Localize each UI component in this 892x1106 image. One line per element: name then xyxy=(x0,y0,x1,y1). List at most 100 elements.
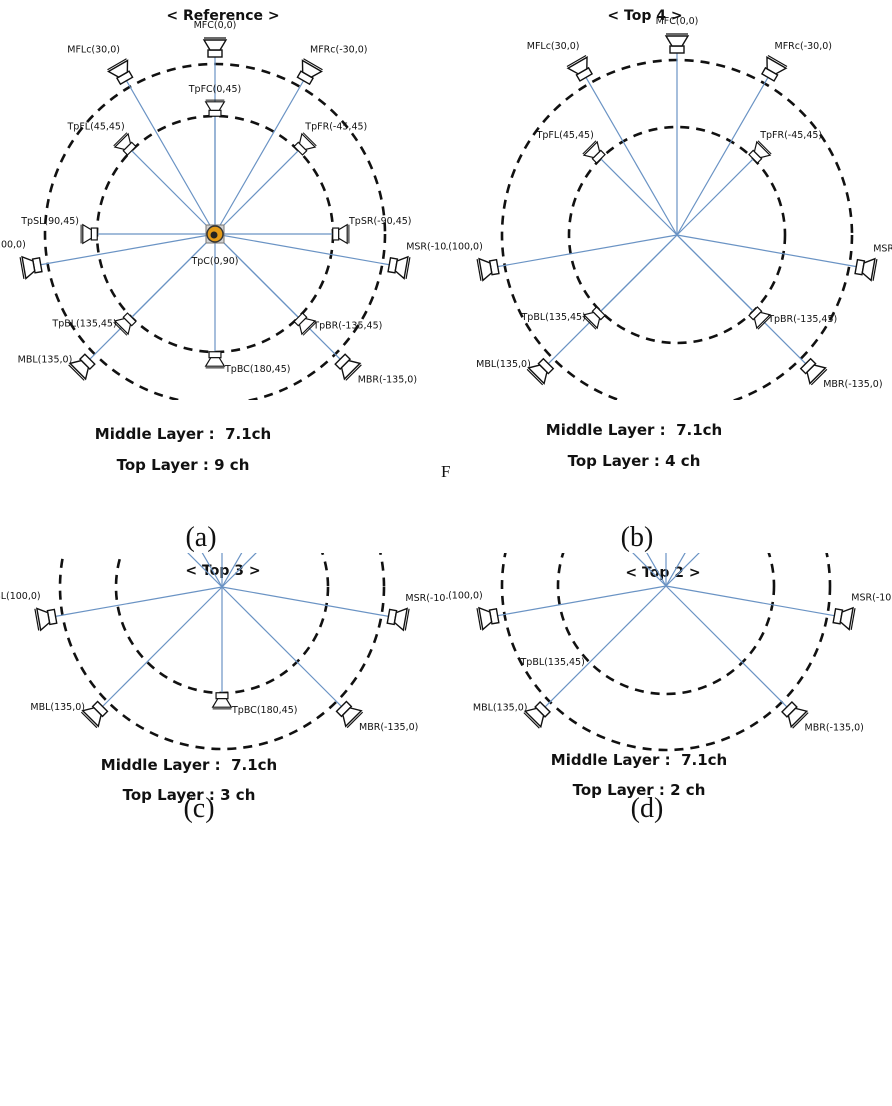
middle-speaker-line xyxy=(124,77,216,235)
middle-speaker-line xyxy=(99,586,223,710)
top-speaker-label: TpBL(135,45) xyxy=(51,318,116,329)
top-speaker-label: TpFL(45,45) xyxy=(536,130,594,141)
middle-speaker-label: MFLc(30,0) xyxy=(527,41,580,52)
middle-speaker-label: MSL(100,0) xyxy=(446,242,483,253)
middle-speaker-icon xyxy=(296,58,323,86)
top-speaker-line xyxy=(214,145,304,235)
middle-speaker-icon xyxy=(19,255,43,280)
speaker-layout-diagram: MFC(0,0)MFLc(30,0)MFRc(-30,0)MSL(100,0)M… xyxy=(0,553,446,751)
top-layer-ring xyxy=(567,125,787,345)
middle-layer-text: Middle Layer : 7.1ch xyxy=(545,421,723,439)
top-layer-ring xyxy=(556,553,776,696)
top-speaker-label: TpBL(135,45) xyxy=(521,312,586,323)
middle-speaker-icon xyxy=(387,255,411,280)
top-speaker-label: TpBC(180,45) xyxy=(231,705,297,716)
middle-layer-ring xyxy=(500,553,832,752)
middle-speaker-line xyxy=(494,585,667,617)
top-speaker-line xyxy=(665,553,700,587)
top-speaker-icon xyxy=(204,351,226,369)
middle-speaker-label: MFC(0,0) xyxy=(656,16,699,27)
middle-layer-text: Middle Layer : 7.1ch xyxy=(94,425,272,443)
middle-speaker-line xyxy=(214,77,306,235)
top-speaker-line xyxy=(126,145,216,235)
top-speaker-label: TpFC(0,45) xyxy=(188,84,242,95)
panel-title: < Reference > xyxy=(166,8,280,24)
middle-speaker-line xyxy=(201,553,223,588)
speaker-layout-diagram: MFC(0,0)MFLc(30,0)MFRc(-30,0)MSL(100,0)M… xyxy=(446,553,892,752)
top-speaker-line xyxy=(632,553,667,587)
middle-speaker-label: MFRc(-30,0) xyxy=(310,44,367,55)
listener-head-dot xyxy=(210,231,218,239)
top-speaker-icon xyxy=(204,99,226,117)
top-speaker-icon xyxy=(293,312,317,336)
top-speaker-line xyxy=(214,233,304,323)
middle-speaker-icon xyxy=(68,353,96,381)
panel-d: < Top 2 > MFC(0,0)MFLc(30,0)MFRc(-30,0)M… xyxy=(446,553,892,1106)
panel-c: < Top 3 > MFC(0,0)MFLc(30,0)MFRc(-30,0)M… xyxy=(0,553,446,1106)
middle-speaker-label: MSR(-100,0) xyxy=(406,242,446,253)
top-layer-text: Top Layer : 3 ch xyxy=(122,786,256,804)
middle-speaker-icon xyxy=(335,700,364,729)
top-speaker-icon xyxy=(113,132,137,156)
top-speaker-icon xyxy=(113,312,137,336)
middle-speaker-line xyxy=(37,233,216,266)
middle-speaker-line xyxy=(221,553,243,588)
middle-speaker-icon xyxy=(664,33,690,54)
panel-caption: (b) xyxy=(620,522,654,553)
middle-speaker-label: MBR(-135,0) xyxy=(805,723,864,734)
top-speaker-icon xyxy=(582,306,606,330)
middle-speaker-label: MFLc(30,0) xyxy=(67,44,120,55)
top-speaker-icon xyxy=(293,132,317,156)
middle-speaker-line xyxy=(583,74,678,236)
middle-speaker-line xyxy=(676,74,771,236)
middle-speaker-line xyxy=(646,553,667,587)
middle-speaker-label: MSL(100,0) xyxy=(446,591,483,602)
top-speaker-line xyxy=(126,233,216,323)
panel-caption: (d) xyxy=(630,793,664,824)
middle-speaker-icon xyxy=(80,700,109,729)
top-speaker-icon xyxy=(748,140,772,164)
top-speaker-icon xyxy=(582,140,606,164)
middle-speaker-line xyxy=(665,553,686,587)
top-speaker-label: TpFL(45,45) xyxy=(66,122,124,133)
middle-speaker-line xyxy=(676,234,860,268)
middle-speaker-line xyxy=(542,585,667,710)
top-speaker-label: TpBL(135,45) xyxy=(520,657,585,668)
top-speaker-line xyxy=(595,234,678,317)
middle-speaker-icon xyxy=(566,54,594,82)
middle-speaker-label: MFC(0,0) xyxy=(194,20,237,31)
middle-speaker-icon xyxy=(34,607,58,632)
top-speaker-label: TpSR(-90,45) xyxy=(348,216,412,227)
middle-speaker-label: MSL(100,0) xyxy=(0,591,41,602)
middle-speaker-icon xyxy=(854,257,878,282)
middle-speaker-icon xyxy=(476,606,500,631)
middle-speaker-line xyxy=(52,586,223,618)
middle-speaker-icon xyxy=(760,54,788,82)
middle-speaker-line xyxy=(221,586,345,710)
middle-speaker-line xyxy=(221,586,392,618)
middle-speaker-icon xyxy=(476,257,500,282)
speaker-layout-diagram: MFC(0,0)MFLc(30,0)MFRc(-30,0)MSL(100,0)M… xyxy=(0,20,446,400)
middle-speaker-label: MBR(-135,0) xyxy=(823,379,882,390)
middle-speaker-label: MBR(-135,0) xyxy=(358,375,417,386)
center-speaker-label: TpC(0,90) xyxy=(190,256,238,267)
top-speaker-label: TpSL(90,45) xyxy=(20,216,79,227)
top-speaker-line xyxy=(676,234,759,317)
top-layer-text: Top Layer : 9 ch xyxy=(116,456,250,474)
middle-speaker-icon xyxy=(781,701,809,729)
top-speaker-line xyxy=(187,553,223,588)
middle-speaker-label: MBL(135,0) xyxy=(18,355,73,366)
top-speaker-line xyxy=(221,553,257,588)
middle-speaker-icon xyxy=(334,353,362,381)
panel-caption: (c) xyxy=(183,793,215,824)
middle-speaker-icon xyxy=(202,37,228,58)
panel-b: < Top 4 > MFC(0,0)MFLc(30,0)MFRc(-30,0)M… xyxy=(446,0,892,553)
top-speaker-icon xyxy=(748,306,772,330)
middle-speaker-label: MSR(-100,0) xyxy=(405,593,446,604)
middle-speaker-label: MSR(-100,0) xyxy=(851,593,892,604)
middle-speaker-label: MFRc(-30,0) xyxy=(775,41,832,52)
top-speaker-label: TpFR(-45,45) xyxy=(759,130,822,141)
middle-speaker-label: MBL(135,0) xyxy=(30,702,85,713)
middle-speaker-label: MSR(-100,0 xyxy=(873,244,892,255)
middle-speaker-label: MBR(-135,0) xyxy=(359,722,418,733)
